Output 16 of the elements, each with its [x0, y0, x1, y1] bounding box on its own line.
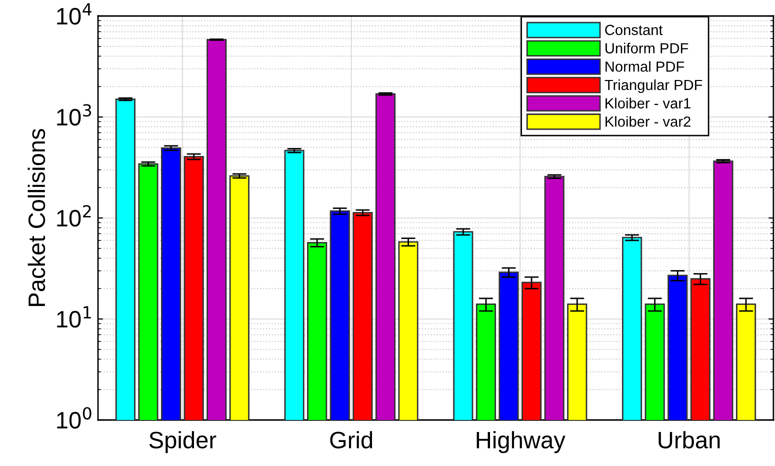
- legend-label: Normal PDF: [606, 61, 684, 72]
- legend-label: Triangular PDF: [604, 79, 702, 93]
- legend-label: Kloiber - var1: [606, 98, 690, 108]
- legend-label: Constant: [605, 24, 663, 36]
- legend-label: Uniform PDF: [606, 42, 688, 54]
- y-tick-label: 10$^{2}$: [57, 205, 91, 227]
- y-tick-label: 10$^{3}$: [57, 104, 92, 126]
- x-tick-label: Grid: [330, 431, 372, 448]
- x-tick-label: Urban: [658, 431, 720, 448]
- x-tick-label: Highway: [476, 431, 566, 454]
- y-tick-label: 10$^{1}$: [57, 306, 91, 328]
- x-tick-label: Spider: [149, 431, 216, 454]
- y-axis-title: Packet Collisions: [28, 128, 46, 306]
- y-tick-label: 10$^{0}$: [57, 407, 92, 429]
- y-tick-label: 10$^{4}$: [57, 3, 92, 25]
- legend-label: Kloiber - var2: [606, 116, 690, 127]
